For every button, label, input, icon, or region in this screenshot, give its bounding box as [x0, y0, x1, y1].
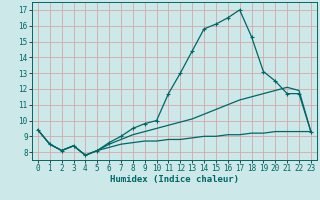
X-axis label: Humidex (Indice chaleur): Humidex (Indice chaleur): [110, 175, 239, 184]
